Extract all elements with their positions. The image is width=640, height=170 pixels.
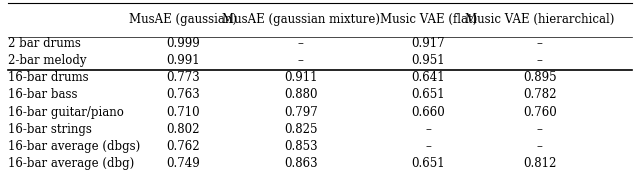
Text: 0.999: 0.999 bbox=[166, 37, 200, 50]
Text: 0.762: 0.762 bbox=[166, 140, 200, 153]
Text: –: – bbox=[426, 123, 431, 136]
Text: –: – bbox=[537, 140, 543, 153]
Text: 0.760: 0.760 bbox=[523, 106, 557, 119]
Text: 0.660: 0.660 bbox=[412, 106, 445, 119]
Text: MusAE (gaussian): MusAE (gaussian) bbox=[129, 13, 237, 26]
Text: Music VAE (hierarchical): Music VAE (hierarchical) bbox=[465, 13, 614, 26]
Text: 0.797: 0.797 bbox=[284, 106, 317, 119]
Text: 0.651: 0.651 bbox=[412, 157, 445, 170]
Text: 0.895: 0.895 bbox=[523, 71, 557, 84]
Text: 0.825: 0.825 bbox=[284, 123, 317, 136]
Text: 0.802: 0.802 bbox=[166, 123, 200, 136]
Text: 0.853: 0.853 bbox=[284, 140, 317, 153]
Text: 16-bar drums: 16-bar drums bbox=[8, 71, 88, 84]
Text: 0.812: 0.812 bbox=[523, 157, 557, 170]
Text: 0.749: 0.749 bbox=[166, 157, 200, 170]
Text: Music VAE (flat): Music VAE (flat) bbox=[380, 13, 477, 26]
Text: 0.911: 0.911 bbox=[284, 71, 317, 84]
Text: –: – bbox=[298, 37, 304, 50]
Text: 0.710: 0.710 bbox=[166, 106, 200, 119]
Text: 0.991: 0.991 bbox=[166, 54, 200, 67]
Text: –: – bbox=[537, 37, 543, 50]
Text: 2 bar drums: 2 bar drums bbox=[8, 37, 81, 50]
Text: –: – bbox=[426, 140, 431, 153]
Text: 0.880: 0.880 bbox=[284, 88, 317, 101]
Text: 0.763: 0.763 bbox=[166, 88, 200, 101]
Text: 16-bar average (dbgs): 16-bar average (dbgs) bbox=[8, 140, 140, 153]
Text: 0.917: 0.917 bbox=[412, 37, 445, 50]
Text: 0.773: 0.773 bbox=[166, 71, 200, 84]
Text: 16-bar strings: 16-bar strings bbox=[8, 123, 92, 136]
Text: 16-bar guitar/piano: 16-bar guitar/piano bbox=[8, 106, 124, 119]
Text: 16-bar bass: 16-bar bass bbox=[8, 88, 77, 101]
Text: 0.951: 0.951 bbox=[412, 54, 445, 67]
Text: 16-bar average (dbg): 16-bar average (dbg) bbox=[8, 157, 134, 170]
Text: 0.863: 0.863 bbox=[284, 157, 317, 170]
Text: 0.782: 0.782 bbox=[523, 88, 557, 101]
Text: –: – bbox=[298, 54, 304, 67]
Text: 2-bar melody: 2-bar melody bbox=[8, 54, 86, 67]
Text: –: – bbox=[537, 54, 543, 67]
Text: –: – bbox=[537, 123, 543, 136]
Text: 0.651: 0.651 bbox=[412, 88, 445, 101]
Text: MusAE (gaussian mixture): MusAE (gaussian mixture) bbox=[222, 13, 380, 26]
Text: 0.641: 0.641 bbox=[412, 71, 445, 84]
